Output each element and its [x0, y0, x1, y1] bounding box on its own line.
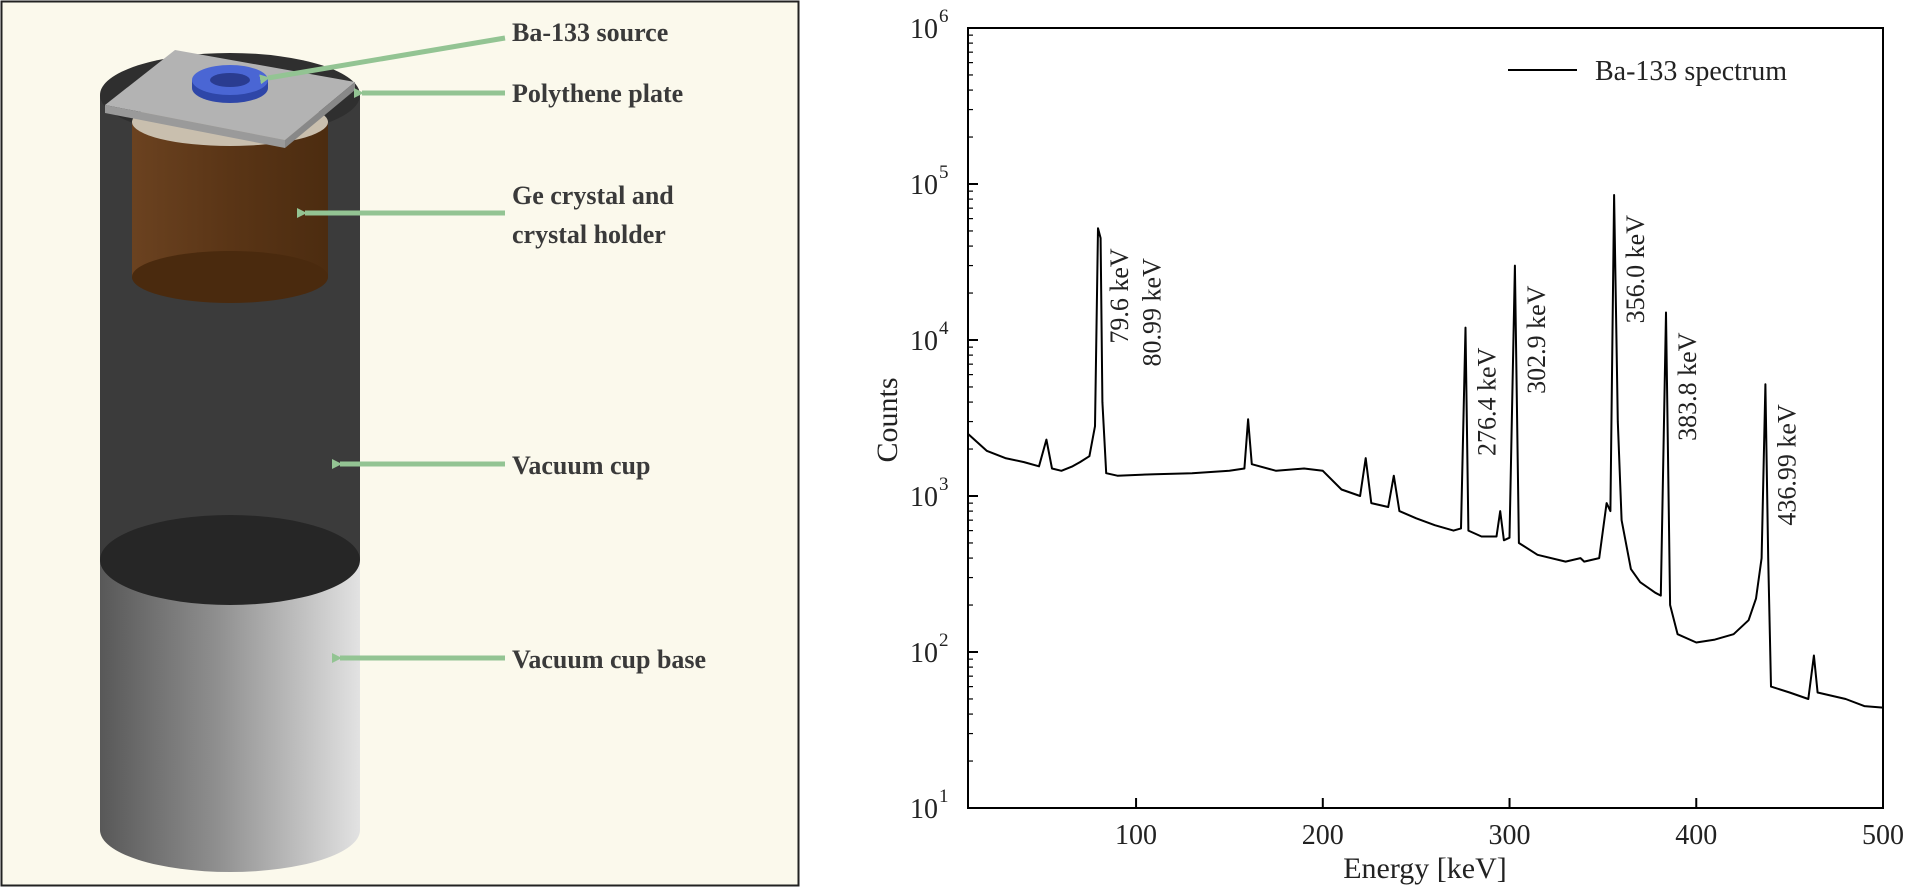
peak-label: 79.6 keV — [1105, 248, 1134, 344]
series-line-ba133 — [967, 194, 1884, 709]
peak-label: 80.99 keV — [1138, 258, 1167, 367]
source-arrow — [259, 35, 506, 85]
ba133-source — [192, 65, 268, 103]
plot-frame — [967, 27, 1884, 809]
y-tick-exponent: 6 — [939, 6, 949, 27]
x-tick-label: 400 — [1675, 820, 1717, 851]
x-tick-label: 200 — [1302, 820, 1344, 851]
x-axis-ticks: 100 200 300 400 500 — [1115, 798, 1904, 851]
peak-label: 436.99 keV — [1772, 404, 1801, 526]
y-tick-exponent: 2 — [939, 630, 949, 651]
y-tick-exponent: 1 — [939, 786, 949, 807]
y-tick-exponent: 3 — [939, 474, 949, 495]
y-tick-label: 10 — [910, 794, 938, 825]
y-tick-label: 10 — [910, 326, 938, 357]
x-tick-label: 300 — [1489, 820, 1531, 851]
y-axis-label: Counts — [871, 377, 904, 462]
detector-diagram: Ba-133 source Polythene plate Ge crystal… — [0, 0, 800, 887]
y-tick-label: 10 — [910, 638, 938, 669]
peak-label: 383.8 keV — [1673, 332, 1702, 441]
y-tick-label: 10 — [910, 14, 938, 45]
spectrum-chart-panel: 10 1 10 2 10 3 10 4 10 5 10 6 100 200 300 400 500 79.6 … — [815, 0, 1910, 887]
peak-label: 356.0 keV — [1621, 215, 1650, 324]
label-vacuum-cup: Vacuum cup — [512, 451, 650, 480]
legend-label: Ba-133 spectrum — [1595, 56, 1787, 87]
y-tick-exponent: 5 — [939, 162, 949, 183]
y-tick-label: 10 — [910, 170, 938, 201]
vacuum-cup-base — [100, 560, 360, 872]
y-tick-exponent: 4 — [939, 318, 949, 339]
x-tick-label: 500 — [1862, 820, 1904, 851]
label-ge-crystal-line2: crystal holder — [512, 220, 666, 249]
y-tick-label: 10 — [910, 482, 938, 513]
peak-annotations: 79.6 keV 80.99 keV 276.4 keV 302.9 keV 356.0… — [1105, 215, 1801, 526]
legend: Ba-133 spectrum — [1508, 56, 1787, 87]
label-polythene-plate: Polythene plate — [512, 79, 683, 108]
detector-diagram-panel: Ba-133 source Polythene plate Ge crystal… — [0, 0, 800, 887]
label-ba133-source: Ba-133 source — [512, 18, 668, 47]
peak-label: 276.4 keV — [1473, 347, 1502, 456]
peak-label: 302.9 keV — [1522, 285, 1551, 394]
x-tick-label: 100 — [1115, 820, 1157, 851]
label-vacuum-cup-base: Vacuum cup base — [512, 645, 706, 674]
x-axis-label: Energy [keV] — [1343, 852, 1507, 885]
label-ge-crystal-line1: Ge crystal and — [512, 181, 674, 210]
